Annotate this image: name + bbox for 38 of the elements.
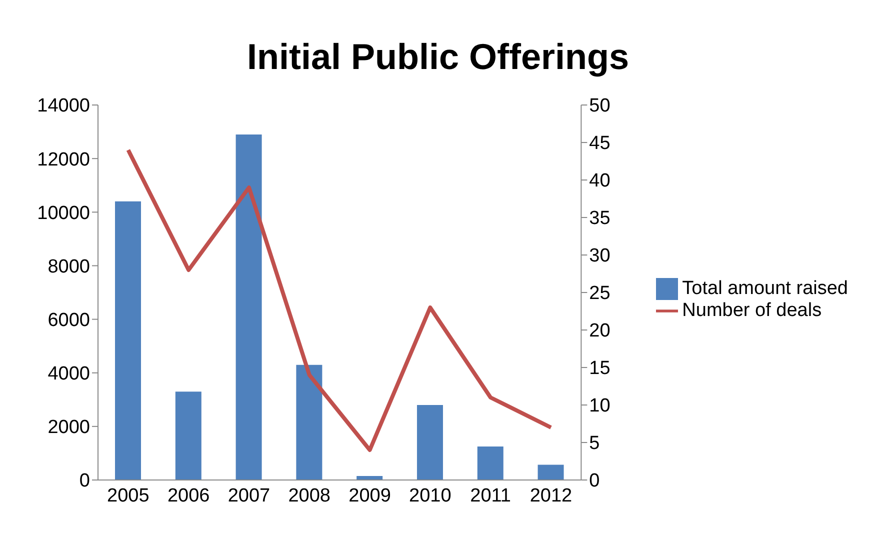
- y2-tick-label: 25: [589, 283, 610, 304]
- y2-tick-label: 5: [589, 433, 600, 454]
- y-tick-label: 2000: [48, 417, 90, 438]
- x-tick-label: 2007: [228, 485, 270, 506]
- x-tick-label: 2009: [348, 485, 391, 506]
- chart-title: Initial Public Offerings: [246, 35, 630, 77]
- y-tick-label: 8000: [48, 256, 90, 278]
- y2-tick-label: 40: [589, 170, 610, 192]
- bar: [236, 134, 262, 480]
- bar: [538, 464, 564, 480]
- bar: [477, 446, 504, 480]
- x-tick-label: 2006: [167, 485, 210, 506]
- bar: [296, 364, 322, 480]
- bar: [416, 405, 443, 480]
- y2-tick-label: 20: [589, 320, 610, 342]
- x-tick-label: 2010: [409, 485, 452, 506]
- y2-tick-label: 30: [589, 246, 610, 267]
- y-tick-label: 14000: [37, 96, 90, 117]
- y2-tick-label: 45: [589, 133, 610, 154]
- y-tick-label: 0: [79, 470, 90, 492]
- bar: [115, 201, 141, 480]
- legend-label: Number of deals: [682, 300, 822, 322]
- y2-tick-label: 0: [589, 470, 600, 492]
- y2-tick-label: 35: [589, 208, 610, 230]
- y2-tick-label: 50: [589, 96, 610, 117]
- x-tick-label: 2011: [470, 485, 512, 506]
- y-tick-label: 10000: [37, 202, 90, 224]
- y-tick-label: 12000: [37, 149, 90, 170]
- y2-tick-label: 15: [589, 358, 610, 380]
- x-tick-label: 2008: [288, 485, 331, 506]
- legend-label: Total amount raised: [682, 278, 848, 299]
- y-tick-label: 4000: [48, 364, 90, 385]
- x-tick-label: 2012: [530, 485, 572, 506]
- y2-tick-label: 10: [589, 396, 610, 417]
- x-tick-label: 2005: [107, 485, 150, 506]
- line-series: [126, 148, 553, 452]
- bar: [175, 392, 202, 480]
- y-tick-label: 6000: [48, 310, 90, 332]
